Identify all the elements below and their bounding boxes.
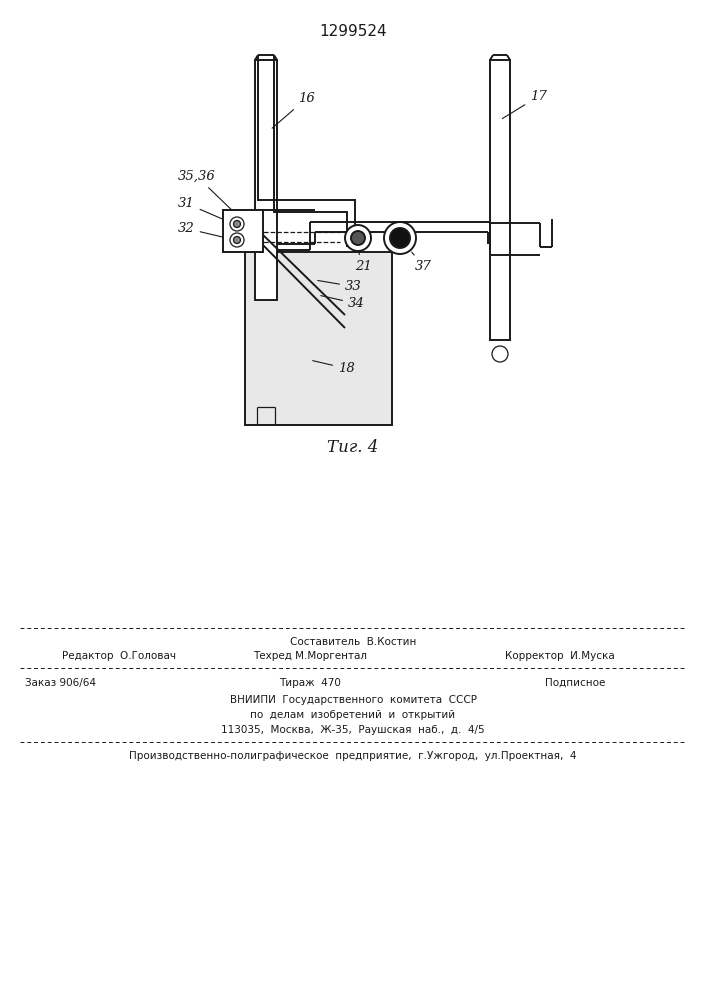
Circle shape [384, 222, 416, 254]
Circle shape [230, 233, 244, 247]
Bar [490, 60, 510, 340]
Text: 37: 37 [411, 252, 432, 273]
Text: 33: 33 [317, 280, 362, 293]
Text: 32: 32 [178, 222, 245, 242]
Text: 31: 31 [178, 197, 245, 229]
Text: Тираж  470: Тираж 470 [279, 678, 341, 688]
Text: 113035,  Москва,  Ж-35,  Раушская  наб.,  д.  4/5: 113035, Москва, Ж-35, Раушская наб., д. … [221, 725, 485, 735]
Circle shape [230, 217, 244, 231]
Text: Редактор  О.Головач: Редактор О.Головач [62, 651, 176, 661]
Circle shape [233, 221, 240, 228]
Circle shape [345, 225, 371, 251]
Text: ВНИИПИ  Государственного  комитета  СССР: ВНИИПИ Государственного комитета СССР [230, 695, 477, 705]
Text: 34: 34 [321, 296, 365, 310]
Text: Заказ 906/64: Заказ 906/64 [25, 678, 96, 688]
Text: 18: 18 [312, 361, 355, 375]
Bar [223, 210, 263, 252]
Bar [255, 60, 277, 300]
Circle shape [390, 228, 410, 248]
Bar [245, 252, 392, 425]
Circle shape [351, 231, 365, 245]
Text: 21: 21 [355, 253, 372, 273]
Text: Подписное: Подписное [545, 678, 605, 688]
Text: Составитель  В.Костин: Составитель В.Костин [290, 637, 416, 647]
Text: Корректор  И.Муска: Корректор И.Муска [505, 651, 615, 661]
Text: Производственно-полиграфическое  предприятие,  г.Ужгород,  ул.Проектная,  4: Производственно-полиграфическое предприя… [129, 751, 577, 761]
Text: Техред М.Моргентал: Техред М.Моргентал [253, 651, 367, 661]
Text: Τиг. 4: Τиг. 4 [327, 438, 379, 456]
Circle shape [233, 236, 240, 243]
Text: по  делам  изобретений  и  открытий: по делам изобретений и открытий [250, 710, 455, 720]
Text: 1299524: 1299524 [319, 24, 387, 39]
Text: 35,36: 35,36 [178, 170, 235, 213]
Text: 16: 16 [272, 92, 315, 128]
Circle shape [492, 346, 508, 362]
Text: 17: 17 [503, 90, 547, 119]
